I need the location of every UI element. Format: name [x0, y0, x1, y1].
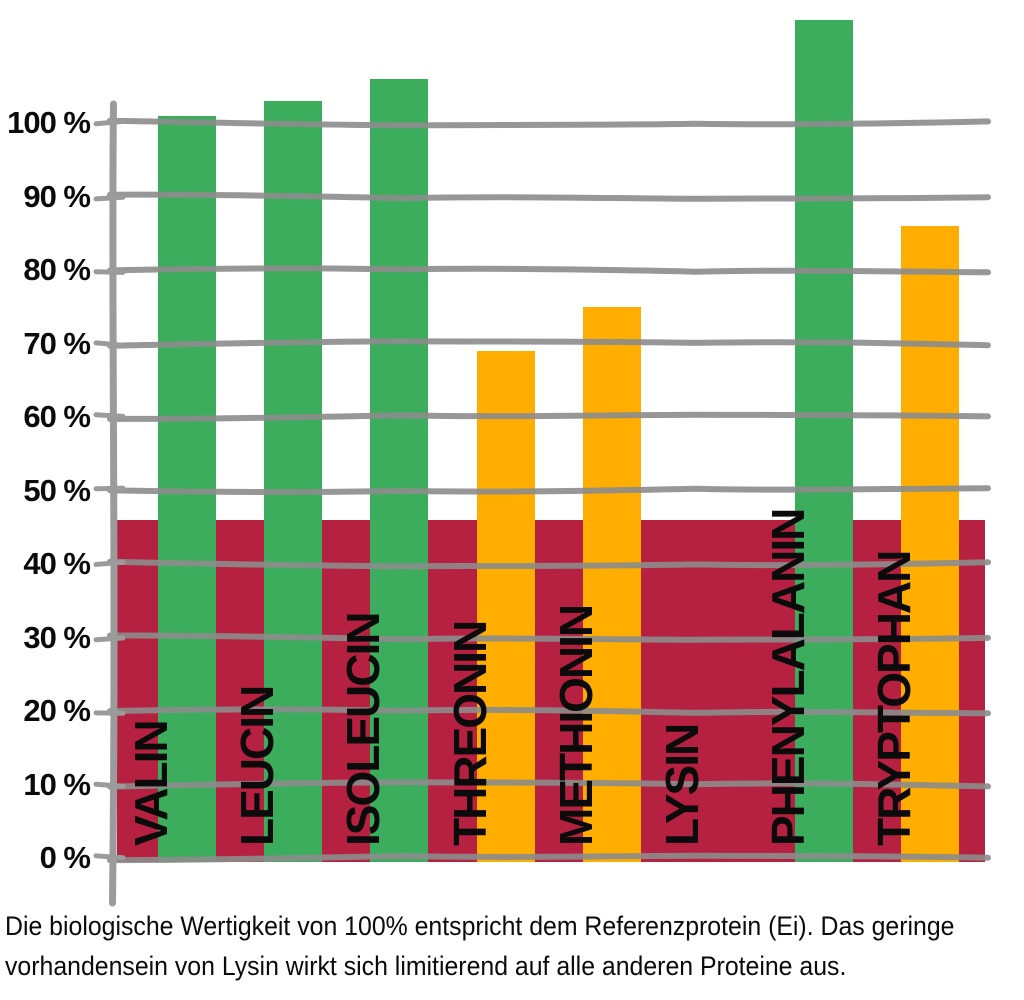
- y-tick-50: [93, 485, 126, 492]
- y-tick-70: [93, 340, 126, 348]
- chart-caption: Die biologische Wertigkeit von 100% ents…: [5, 906, 954, 986]
- gridline-90: [107, 191, 991, 202]
- y-tick-40: [93, 559, 126, 567]
- gridline-30: [107, 632, 991, 643]
- gridline-50: [107, 485, 991, 496]
- gridline-60: [107, 411, 991, 422]
- y-tick-10: [93, 781, 126, 789]
- gridline-100: [107, 117, 991, 129]
- gridline-20: [107, 706, 991, 717]
- gridline-70: [107, 338, 991, 349]
- caption-line-2: vorhandensein von Lysin wirkt sich limit…: [5, 951, 847, 981]
- y-tick-30: [93, 635, 126, 643]
- gridline-10: [107, 779, 991, 790]
- y-tick-100: [93, 118, 126, 127]
- y-axis-line: [109, 100, 118, 907]
- caption-line-1: Die biologische Wertigkeit von 100% ents…: [5, 911, 955, 941]
- gridline-80: [107, 265, 991, 276]
- y-tick-60: [93, 412, 126, 419]
- gridline-0: [107, 852, 991, 864]
- gridline-40: [107, 558, 991, 570]
